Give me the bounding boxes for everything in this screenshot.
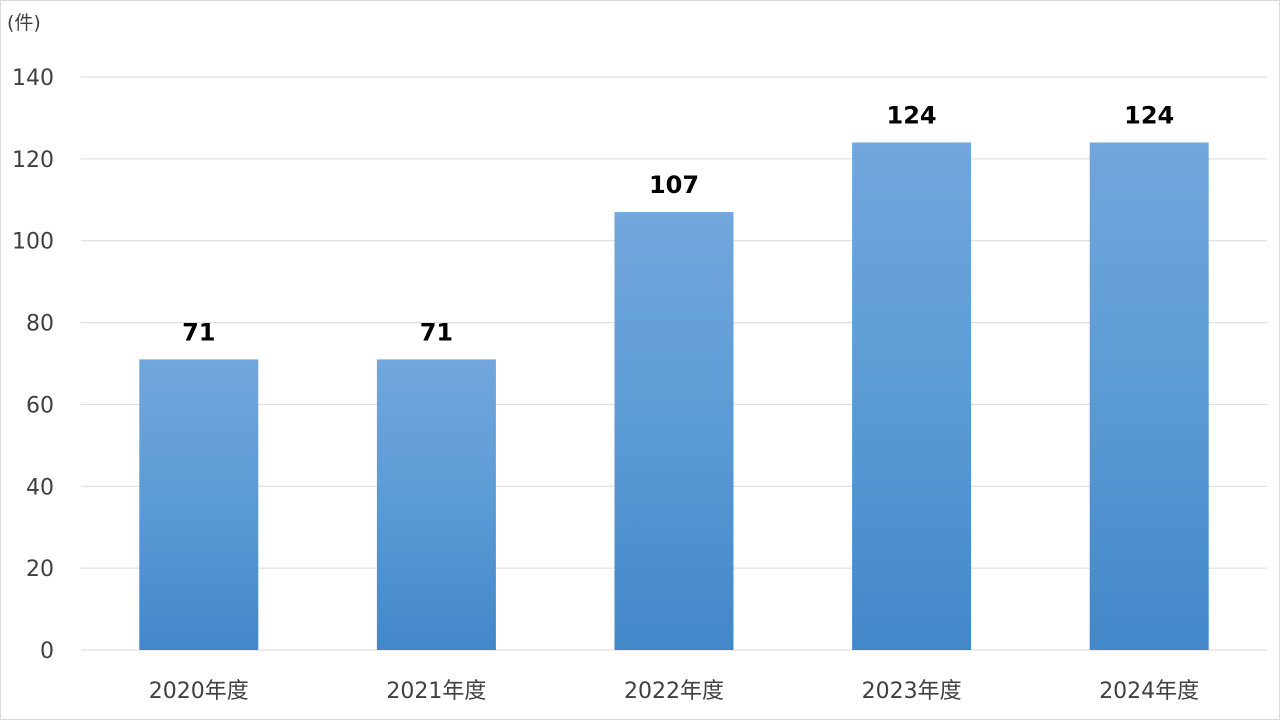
bar-2023年度 <box>852 142 972 650</box>
y-tick-label: 140 <box>12 66 54 91</box>
x-axis-category-labels: 2020年度 2021年度 2022年度 2023年度 2024年度 <box>149 679 1199 704</box>
bar-2020年度 <box>139 359 259 650</box>
bar-2022年度 <box>614 212 734 651</box>
bar-2021年度 <box>376 359 496 650</box>
data-label: 124 <box>887 101 937 129</box>
x-category-label: 2023年度 <box>862 679 962 704</box>
y-tick-label: 120 <box>12 148 54 173</box>
data-label: 124 <box>1124 101 1174 129</box>
x-category-label: 2021年度 <box>386 679 486 704</box>
y-tick-label: 20 <box>26 557 54 582</box>
y-axis-unit-label: (件) <box>7 12 41 34</box>
data-label: 107 <box>649 171 699 199</box>
y-axis-tick-labels: 0 20 40 60 80 100 120 140 <box>12 66 54 664</box>
x-category-label: 2020年度 <box>149 679 249 704</box>
bars <box>139 142 1209 651</box>
y-tick-label: 80 <box>26 312 54 337</box>
data-label: 71 <box>182 318 215 346</box>
x-category-label: 2022年度 <box>624 679 724 704</box>
data-label: 71 <box>420 318 453 346</box>
y-tick-label: 60 <box>26 393 54 418</box>
y-tick-label: 0 <box>40 639 54 664</box>
x-category-label: 2024年度 <box>1099 679 1199 704</box>
y-tick-label: 100 <box>12 230 54 255</box>
bar-2024年度 <box>1089 142 1209 650</box>
data-labels: 71 71 107 124 124 <box>182 101 1174 346</box>
y-tick-label: 40 <box>26 475 54 500</box>
